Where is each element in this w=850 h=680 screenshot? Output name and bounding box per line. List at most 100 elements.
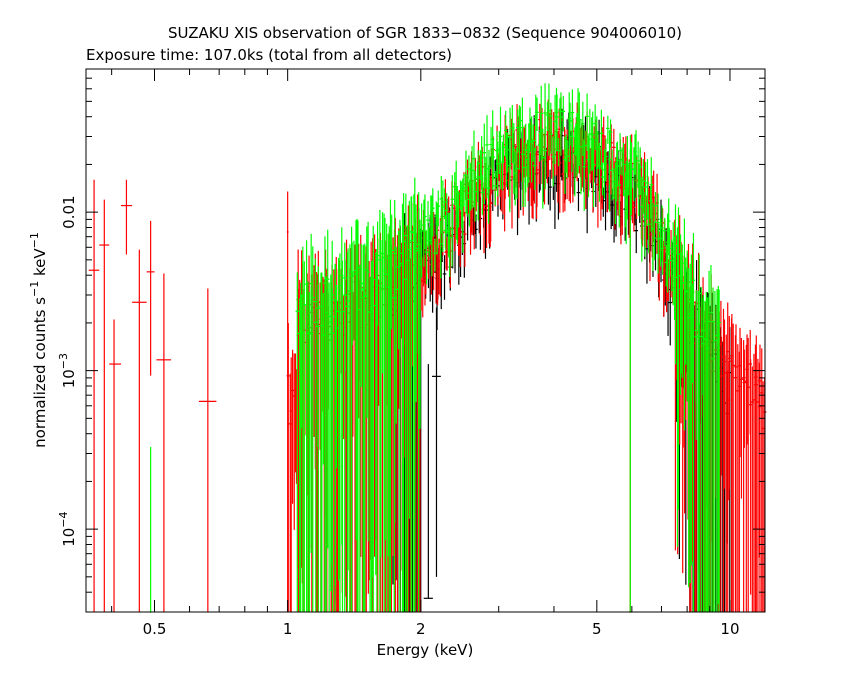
spectrum-bin [330, 288, 335, 612]
spectrum-bin [338, 253, 342, 612]
data-layer [88, 83, 767, 613]
spectrum-bin [350, 242, 354, 346]
spectrum-bin [576, 178, 581, 212]
spectrum-bin [409, 196, 414, 612]
spectrum-bin [340, 260, 345, 612]
data-point [423, 364, 433, 599]
spectrum-bin [634, 213, 639, 254]
spectrum-bin [579, 118, 583, 195]
spectrum-bin [532, 147, 537, 190]
spectrum-bin [634, 130, 638, 198]
spectrum-bin [356, 220, 360, 612]
y-axis-label-sup2: −1 [28, 232, 41, 248]
spectrum-bin [508, 107, 512, 190]
spectrum-bin [398, 225, 402, 358]
spectrum-bin [731, 323, 735, 612]
spectrum-bin [479, 136, 484, 190]
data-point [132, 249, 147, 612]
axes-layer: 0.5 1 2 5 10 0.01 10−3 10−4 [57, 68, 766, 638]
spectrum-bin [498, 106, 503, 190]
spectrum-bin [375, 221, 380, 326]
spectrum-bin [423, 194, 427, 250]
spectrum-bin [539, 85, 543, 161]
spectrum-bin [707, 270, 711, 612]
spectrum-bin [426, 201, 430, 247]
spectrum-bin [456, 191, 461, 228]
spectrum-bin [424, 230, 429, 285]
spectrum-bin [442, 188, 447, 220]
spectrum-bin [549, 119, 554, 154]
spectrum-bin [691, 232, 696, 612]
spectrum-bin [649, 157, 654, 233]
data-point [156, 273, 172, 612]
spectrum-bin [604, 138, 608, 181]
spectrum-bin [583, 130, 587, 165]
spectrum-bin [617, 158, 622, 228]
spectrum-bin [590, 111, 595, 170]
data-point [99, 199, 110, 612]
spectrum-bin [636, 141, 640, 189]
spectrum-bin [543, 125, 548, 190]
spectrum-bin [433, 238, 437, 272]
spectrum-bin [295, 272, 300, 612]
spectrum-bin [473, 170, 477, 222]
spectrum-bin [447, 212, 452, 277]
spectrum-bin [518, 106, 523, 139]
x-tick-label: 0.5 [143, 620, 167, 638]
data-point [146, 220, 155, 376]
chart-subtitle: Exposure time: 107.0ks (total from all d… [86, 46, 452, 64]
spectrum-bin [405, 225, 410, 612]
y-axis-label: normalized counts s−1 keV−1 [28, 232, 49, 448]
spectrum-bin [366, 221, 370, 542]
spectrum-bin [334, 284, 339, 469]
spectrum-bin [325, 229, 330, 549]
spectrum-bin [442, 255, 447, 300]
spectrum-bin [556, 138, 561, 167]
data-point [149, 446, 152, 613]
spectrum-bin [734, 324, 738, 612]
spectrum-bin [462, 173, 466, 207]
spectrum-bin [742, 349, 747, 448]
x-tick-label: 5 [592, 620, 602, 638]
spectrum-bin [746, 338, 750, 612]
spectrum-bin [548, 169, 552, 211]
spectrum-bin [561, 95, 566, 132]
spectrum-bin [565, 139, 569, 178]
spectrum-bin [694, 290, 698, 440]
y-axis-label-mid: keV [31, 248, 49, 281]
spectrum-bin [673, 204, 678, 365]
spectrum-bin [680, 244, 685, 378]
spectrum-bin [551, 136, 556, 187]
spectrum-bin [286, 323, 291, 612]
y-axis-label-main: normalized counts s [31, 297, 49, 448]
spectrum-bin [663, 217, 667, 247]
spectrum-bin [608, 119, 613, 148]
spectrum-bin [520, 124, 525, 207]
spectrum-bin [555, 94, 559, 151]
spectrum-bin [727, 316, 732, 490]
spectrum-bin [501, 134, 506, 164]
spectrum-bin [316, 266, 321, 612]
spectrum-bin [389, 214, 394, 330]
spectrum-bin [482, 123, 487, 205]
spectrum-bin [717, 289, 721, 612]
spectrum-bin [668, 276, 673, 346]
spectrum-bin [346, 248, 350, 571]
y-tick-label: 0.01 [60, 195, 78, 228]
spectrum-bin [431, 188, 435, 237]
plot-frame [85, 68, 766, 613]
data-point [198, 288, 217, 612]
spectrum-bin [739, 338, 744, 499]
spectrum-bin [600, 162, 605, 196]
spectrum-bin [666, 198, 671, 256]
spectrum-bin [414, 204, 418, 403]
x-tick-label: 2 [416, 620, 426, 638]
spectrum-bin [621, 142, 626, 196]
spectrum-bin [612, 128, 616, 173]
spectrum-bin [515, 147, 519, 200]
spectrum-bin [535, 146, 539, 207]
spectrum-bin [310, 246, 315, 612]
spectrum-bin [697, 254, 702, 612]
spectrum-bin [645, 159, 650, 220]
spectrum-bin [458, 208, 462, 268]
